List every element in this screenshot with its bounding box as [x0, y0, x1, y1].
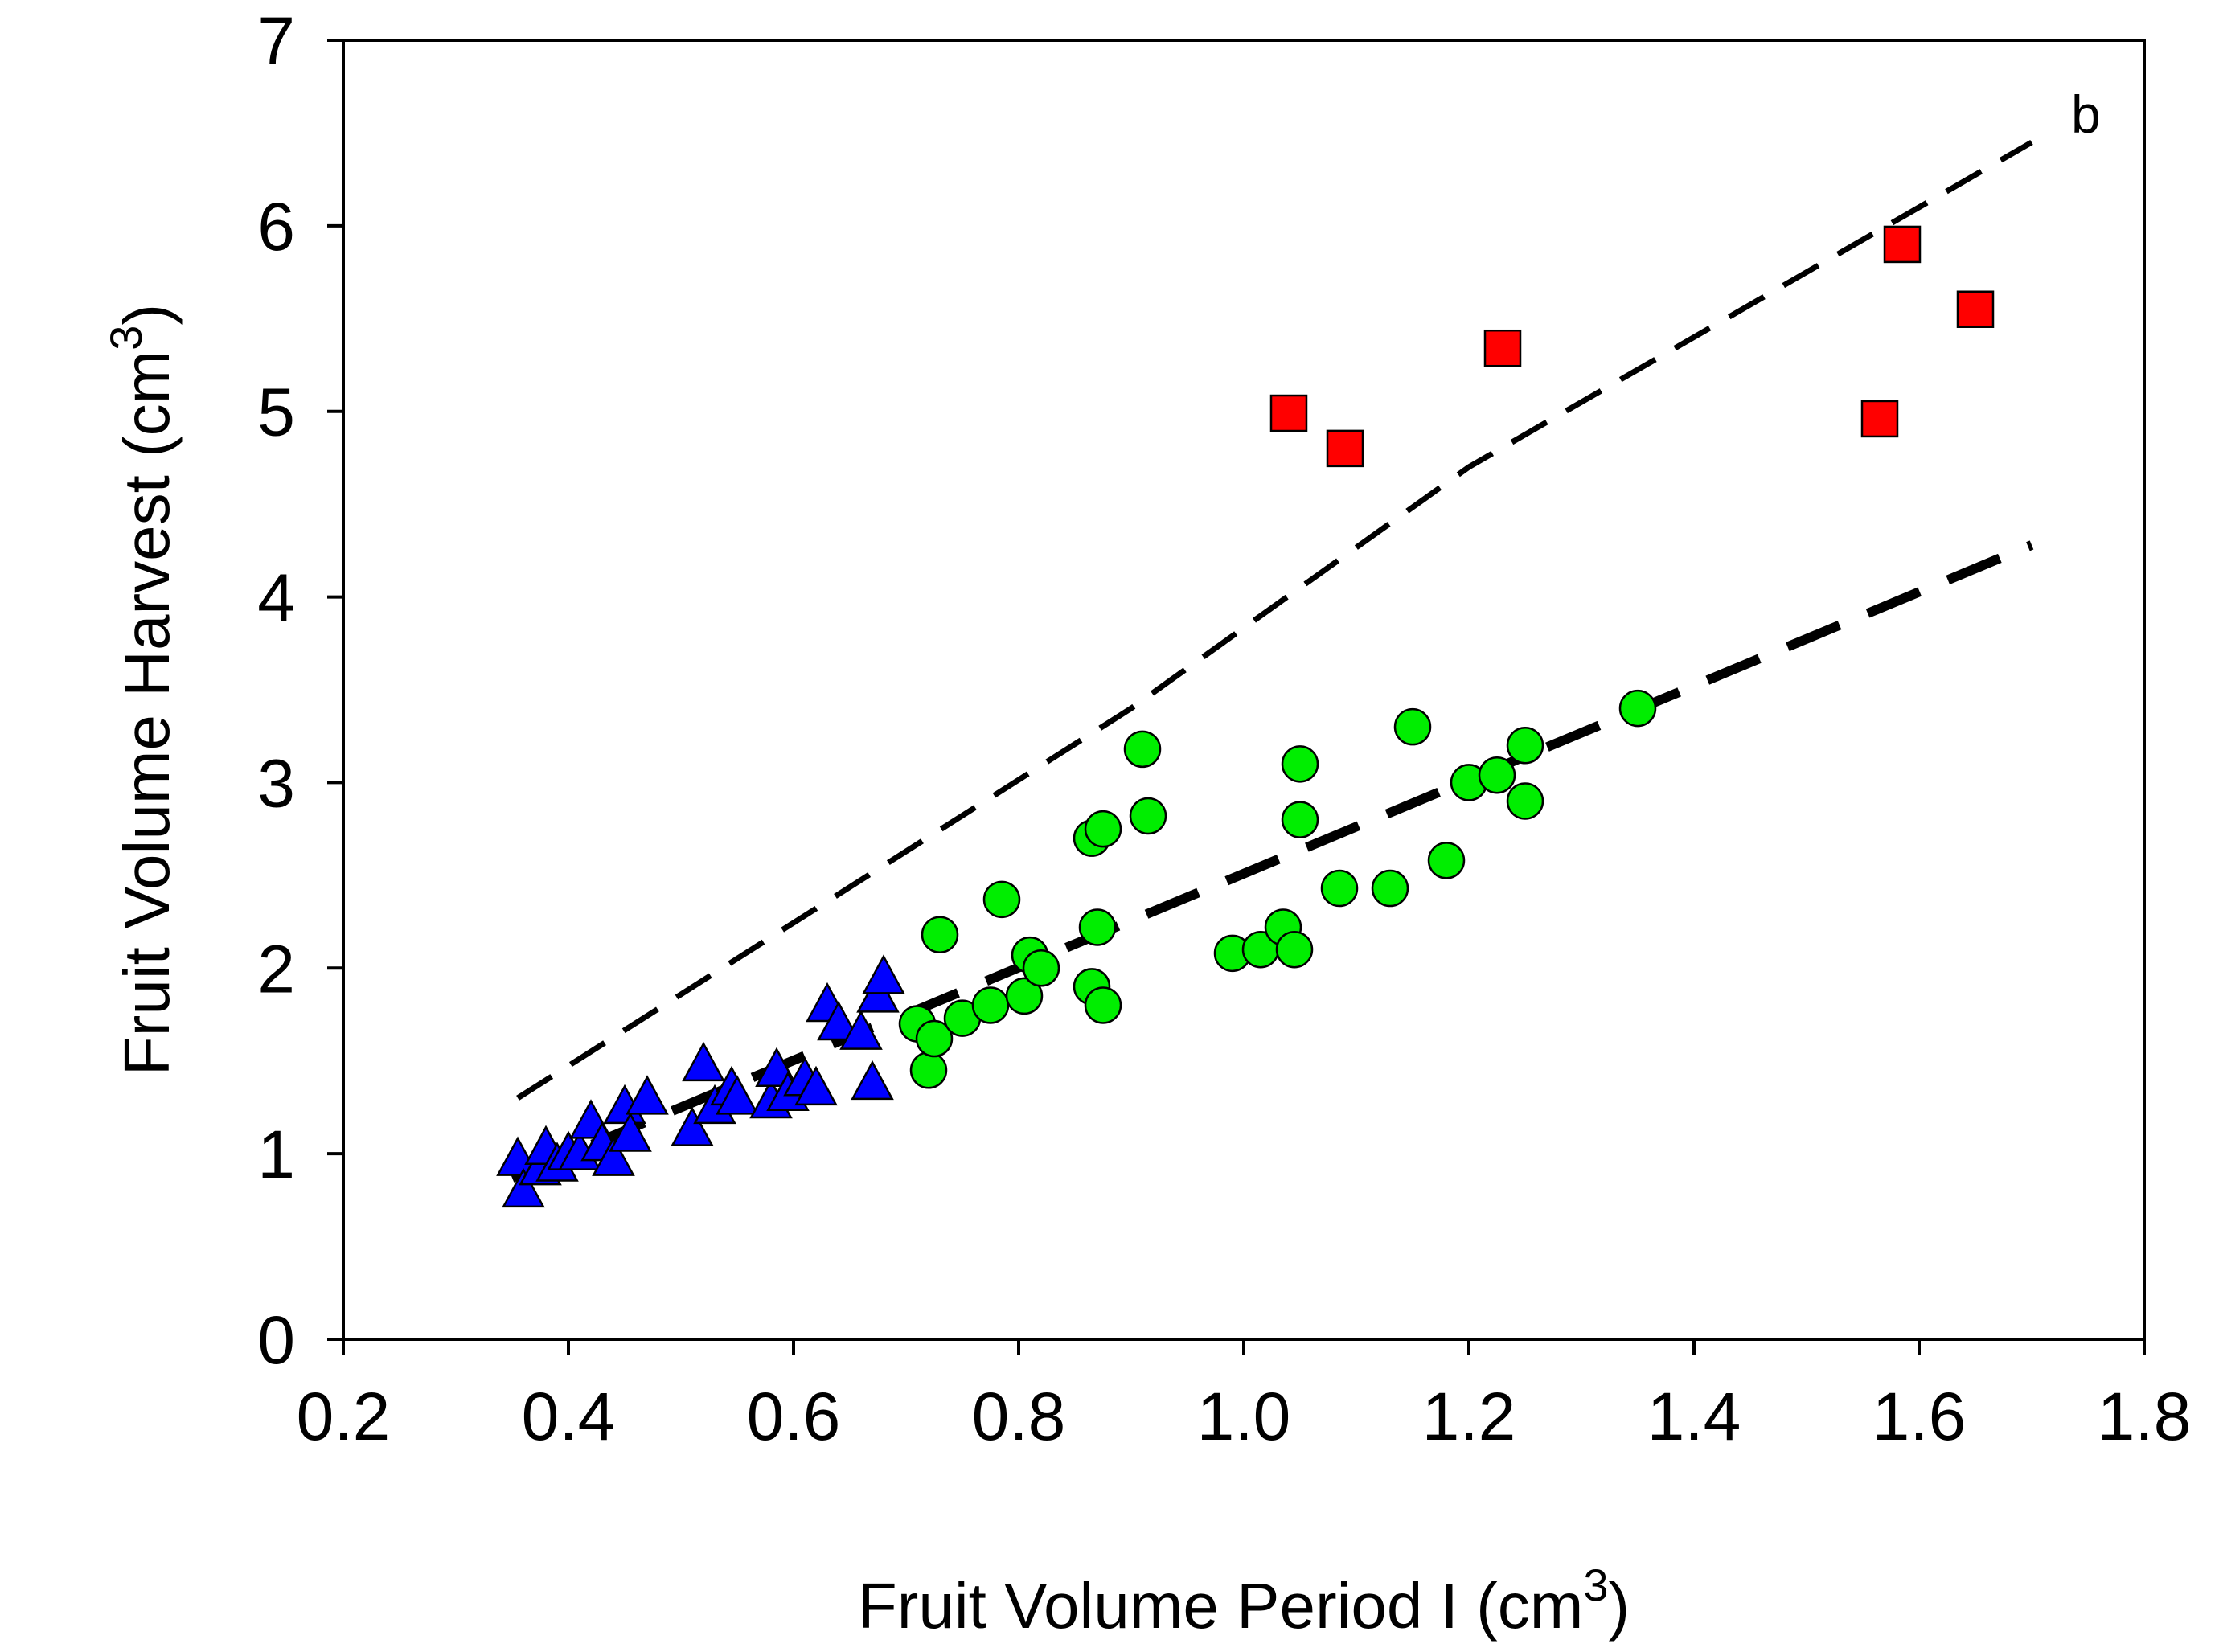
triangle-point	[682, 1041, 725, 1082]
circle-point	[1478, 756, 1516, 794]
x-axis-title-close: )	[1609, 1570, 1630, 1642]
triangle-point	[862, 954, 905, 994]
circle-point	[1427, 842, 1466, 879]
y-tick-label: 0	[257, 1302, 295, 1378]
circle-point	[1618, 689, 1657, 728]
x-tick-label: 1.8	[2098, 1379, 2192, 1454]
circle-point	[1022, 949, 1060, 987]
x-tick-label: 0.8	[972, 1379, 1066, 1454]
triangle-point	[626, 1075, 669, 1115]
square-point	[1956, 290, 1995, 328]
triangle-point	[839, 1010, 883, 1050]
circle-point	[1123, 730, 1162, 769]
circle-point	[1078, 908, 1117, 946]
circle-point	[1005, 977, 1044, 1015]
triangle-point	[592, 1136, 635, 1176]
square-point	[1269, 394, 1308, 432]
triangle-point	[502, 1167, 545, 1208]
triangle-point	[496, 1136, 539, 1176]
circle-point	[1371, 869, 1409, 908]
circle-point	[1275, 930, 1314, 969]
square-point	[1483, 329, 1522, 367]
circle-point	[1506, 727, 1544, 765]
x-tick-label: 1.4	[1647, 1379, 1741, 1454]
circle-point	[1393, 707, 1432, 746]
triangle-point	[794, 1065, 838, 1106]
circle-point	[1281, 801, 1319, 838]
y-axis: 0 1 2 3 4 5 6 7	[257, 3, 343, 1378]
y-tick-label: 3	[257, 745, 295, 821]
square-point	[1860, 400, 1899, 438]
y-tick-label: 5	[257, 375, 295, 450]
triangle-point	[671, 1106, 714, 1146]
y-tick-label: 6	[257, 189, 295, 264]
x-tick-label: 0.6	[747, 1379, 841, 1454]
y-tick-label: 7	[257, 3, 295, 79]
circle-point	[982, 880, 1021, 919]
y-tick-label: 4	[257, 560, 295, 636]
x-tick-label: 0.4	[522, 1379, 616, 1454]
y-axis-title: Fruit Volume Harvest (cm3)	[100, 304, 183, 1076]
y-axis-title-superscript: 3	[100, 326, 151, 350]
panel-label: b	[2071, 84, 2101, 144]
circle-point	[1506, 782, 1544, 820]
x-tick-label: 1.0	[1197, 1379, 1291, 1454]
circle-point	[1129, 797, 1167, 835]
x-tick-label: 1.2	[1422, 1379, 1516, 1454]
circle-point	[909, 1051, 948, 1089]
fit-upper-dashed-line	[516, 139, 2033, 1101]
square-point	[1883, 225, 1922, 264]
circle-point	[921, 916, 959, 953]
circle-point	[1320, 869, 1359, 908]
triangle-point	[851, 1060, 894, 1101]
data-markers	[496, 225, 1995, 1208]
x-axis: 0.2 0.4 0.6 0.8 1.0 1.2 1.4 1.6 1.8	[297, 1339, 2192, 1454]
x-axis-title-text: Fruit Volume Period I (cm	[858, 1570, 1584, 1642]
fit-lines	[510, 139, 2034, 1183]
circle-point	[971, 986, 1010, 1024]
x-axis-title: Fruit Volume Period I (cm3)	[858, 1560, 1630, 1642]
x-tick-label: 1.6	[1872, 1379, 1967, 1454]
triangle-point	[716, 1075, 759, 1115]
circle-point	[1281, 745, 1319, 783]
fit-triangles-line	[510, 1023, 875, 1183]
triangle-point	[817, 1000, 860, 1041]
circle-point	[1084, 986, 1122, 1024]
square-point	[1326, 429, 1364, 468]
triangle-point	[609, 1112, 652, 1152]
y-axis-title-text: Fruit Volume Harvest (cm	[111, 350, 183, 1076]
x-axis-title-superscript: 3	[1583, 1560, 1608, 1610]
y-tick-label: 1	[257, 1117, 295, 1192]
y-tick-label: 2	[257, 931, 295, 1006]
circle-point	[915, 1019, 954, 1058]
x-tick-label: 0.2	[297, 1379, 391, 1454]
y-axis-title-close: )	[111, 304, 183, 326]
circle-point	[1084, 810, 1122, 848]
